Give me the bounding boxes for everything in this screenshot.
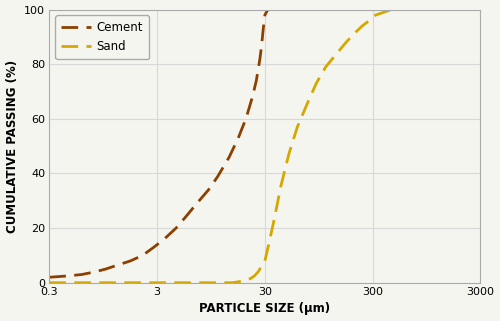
Cement <box>92 270 98 274</box>
Sand <box>372 13 378 17</box>
Cement <box>46 275 52 279</box>
Sand <box>402 8 408 12</box>
Sand <box>366 19 372 22</box>
Sand <box>359 24 365 28</box>
Cement <box>194 202 200 205</box>
Line: Sand: Sand <box>50 10 480 283</box>
Sand <box>255 270 261 274</box>
Cement <box>243 117 249 121</box>
Sand <box>322 65 328 69</box>
Cement <box>236 136 242 140</box>
Sand <box>478 8 484 12</box>
Sand <box>272 215 278 219</box>
Sand <box>286 152 292 156</box>
Cement <box>265 8 271 12</box>
X-axis label: PARTICLE SIZE (μm): PARTICLE SIZE (μm) <box>200 302 330 316</box>
Cement <box>182 215 188 219</box>
Cement <box>173 226 179 230</box>
Cement <box>257 57 263 61</box>
Cement <box>250 95 256 99</box>
Cement <box>128 259 134 263</box>
Sand <box>238 279 244 283</box>
Cement <box>66 274 71 278</box>
Cement <box>226 155 232 159</box>
Cement <box>78 273 84 276</box>
Cement <box>206 188 212 192</box>
Sand <box>314 82 320 85</box>
Cement <box>478 8 484 12</box>
Sand <box>210 281 216 285</box>
Cement <box>115 263 121 267</box>
Cement <box>102 267 108 271</box>
Cement <box>286 8 292 12</box>
Cement <box>260 27 266 30</box>
Sand <box>258 265 264 268</box>
Line: Cement: Cement <box>50 10 480 277</box>
Sand <box>294 125 300 129</box>
Cement <box>215 174 221 178</box>
Cement <box>269 8 275 12</box>
Cement <box>254 79 260 82</box>
Cement <box>258 43 264 47</box>
Sand <box>388 8 394 12</box>
Sand <box>266 240 272 244</box>
Sand <box>230 281 235 285</box>
Sand <box>262 259 268 263</box>
Sand <box>46 281 52 285</box>
Sand <box>350 32 356 36</box>
Sand <box>343 40 349 44</box>
Sand <box>334 51 340 55</box>
Sand <box>252 274 258 278</box>
Sand <box>380 10 386 14</box>
Cement <box>276 8 281 12</box>
Sand <box>248 277 254 281</box>
Sand <box>305 100 311 104</box>
Y-axis label: CUMULATIVE PASSING (%): CUMULATIVE PASSING (%) <box>6 60 18 233</box>
Cement <box>140 254 145 257</box>
Legend: Cement, Sand: Cement, Sand <box>55 15 149 59</box>
Cement <box>151 245 157 249</box>
Sand <box>426 8 432 12</box>
Cement <box>262 13 268 17</box>
Cement <box>162 237 168 241</box>
Sand <box>243 278 249 282</box>
Sand <box>278 185 283 189</box>
